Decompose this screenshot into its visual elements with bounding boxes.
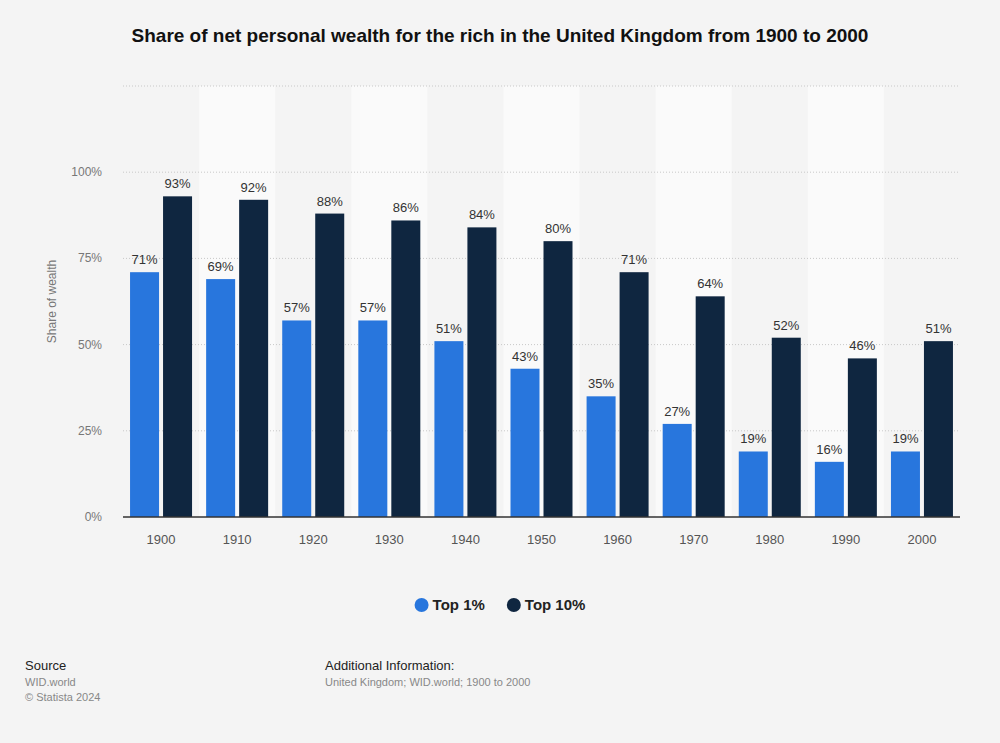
legend-label: Top 10% [525, 596, 586, 613]
data-label: 46% [849, 338, 875, 353]
y-tick-label: 0% [85, 510, 103, 524]
bar [772, 338, 801, 517]
bar [924, 341, 953, 517]
data-label: 52% [773, 318, 799, 333]
y-tick-label: 75% [78, 251, 102, 265]
data-label: 86% [393, 200, 419, 215]
y-tick-label: 100% [71, 165, 102, 179]
footer-text: United Kingdom; WID.world; 1900 to 2000 [325, 676, 530, 688]
bar [358, 320, 387, 517]
bar [815, 462, 844, 517]
background [0, 0, 1000, 743]
data-label: 16% [816, 442, 842, 457]
bar [891, 451, 920, 517]
bar [282, 320, 311, 517]
data-label: 35% [588, 376, 614, 391]
x-tick-label: 1920 [299, 532, 328, 547]
x-tick-label: 1980 [755, 532, 784, 547]
bar [239, 200, 268, 517]
title: Share of net personal wealth for the ric… [132, 25, 869, 46]
x-tick-label: 1900 [147, 532, 176, 547]
data-label: 71% [621, 252, 647, 267]
grid-line [123, 172, 960, 173]
bar [434, 341, 463, 517]
footer-text: WID.world [25, 676, 76, 688]
data-label: 88% [317, 194, 343, 209]
data-label: 64% [697, 276, 723, 291]
data-label: 57% [360, 300, 386, 315]
bar [467, 227, 496, 517]
x-tick-label: 1990 [831, 532, 860, 547]
column-band [199, 86, 275, 517]
footer-text: Source [25, 658, 66, 673]
y-tick-label: 25% [78, 424, 102, 438]
legend: Top 1% Top 10% [415, 596, 586, 613]
x-tick-label: 1960 [603, 532, 632, 547]
x-tick-label: 2000 [907, 532, 936, 547]
x-tick-label: 1970 [679, 532, 708, 547]
legend-marker [507, 598, 521, 612]
data-labels: 71% 69% 57% 57% 51% 43% 35% 27% 19% 16% 19% 93% 92% 8… [132, 176, 952, 456]
range-end-line [123, 86, 960, 87]
column-band [503, 86, 579, 517]
bar [511, 369, 540, 517]
bar [696, 296, 725, 517]
footer-text: © Statista 2024 [25, 691, 100, 703]
x-tick-label: 1930 [375, 532, 404, 547]
x-tick-label: 1950 [527, 532, 556, 547]
bar [587, 396, 616, 517]
bar [739, 451, 768, 517]
bars [130, 196, 953, 517]
data-label: 69% [208, 259, 234, 274]
x-tick-label: 1940 [451, 532, 480, 547]
data-label: 93% [165, 176, 191, 191]
data-label: 51% [925, 321, 951, 336]
data-label: 57% [284, 300, 310, 315]
bar [315, 214, 344, 517]
footer-text: Additional Information: [325, 658, 454, 673]
legend-label: Top 1% [433, 596, 485, 613]
data-label: 43% [512, 349, 538, 364]
bar [663, 424, 692, 517]
bar [130, 272, 159, 517]
bar [544, 241, 573, 517]
data-label: 19% [892, 431, 918, 446]
bar [620, 272, 649, 517]
data-label: 92% [241, 180, 267, 195]
legend-marker [415, 598, 429, 612]
data-label: 51% [436, 321, 462, 336]
x-axis-line [123, 516, 960, 518]
bar [391, 220, 420, 517]
column-band [808, 86, 884, 517]
x-tick-label: 1910 [223, 532, 252, 547]
data-label: 27% [664, 404, 690, 419]
column-band [351, 86, 427, 517]
bar [163, 196, 192, 517]
data-label: 80% [545, 221, 571, 236]
y-axis-label: Share of wealth [45, 260, 59, 343]
y-tick-label: 50% [78, 338, 102, 352]
data-label: 71% [132, 252, 158, 267]
chart: Share of net personal wealth for the ric… [0, 0, 1000, 743]
data-label: 84% [469, 207, 495, 222]
bar [848, 358, 877, 517]
data-label: 19% [740, 431, 766, 446]
bar [206, 279, 235, 517]
column-band [656, 86, 732, 517]
